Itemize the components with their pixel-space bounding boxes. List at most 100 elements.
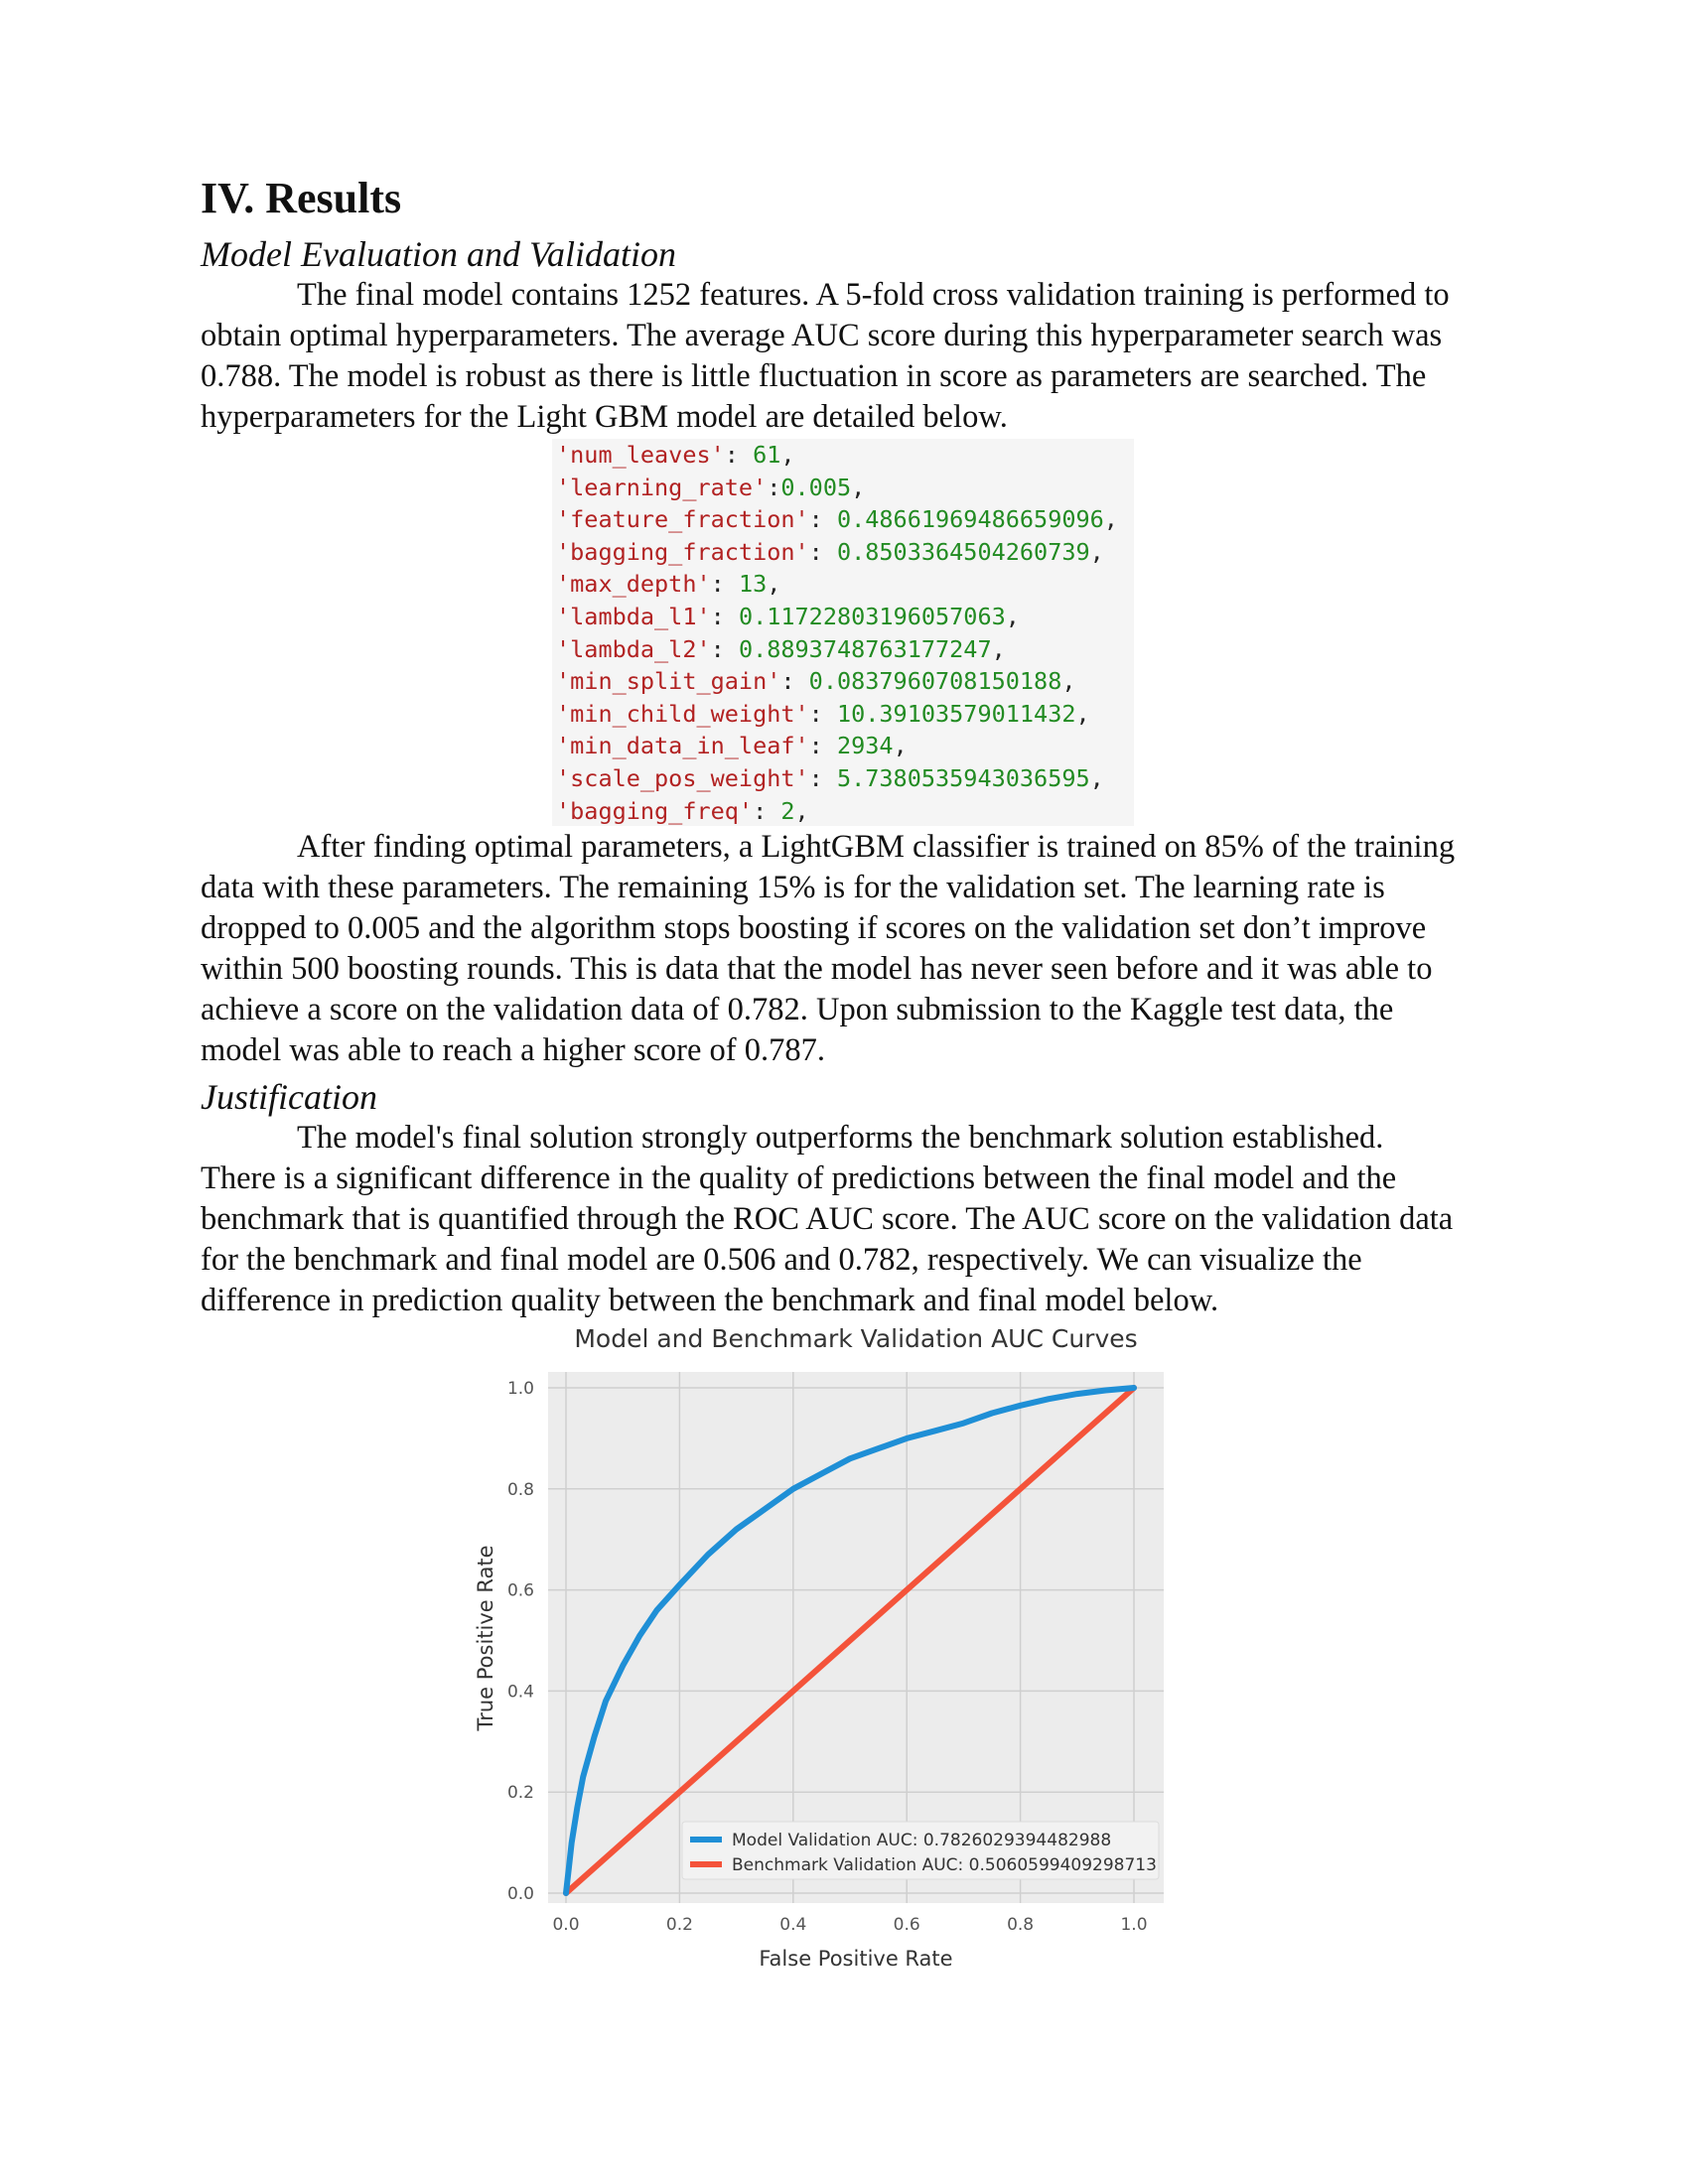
code-value: 0.48661969486659096 [836,505,1104,534]
text-line: 0.788. The model is robust as there is l… [201,358,1427,394]
code-separator: : [710,634,739,663]
code-comma: , [893,732,908,760]
auc-chart: Model and Benchmark Validation AUC Curve… [474,1324,1164,1971]
code-value: 2 [780,796,795,825]
code-key: 'min_data_in_leaf' [556,732,809,760]
section-title: IV. Results [201,174,402,222]
code-value: 2934 [836,732,894,760]
code-value: 13 [738,570,768,599]
y-axis-label: True Positive Rate [474,1545,497,1731]
benchmark-curve [563,1385,1137,1896]
code-comma: , [767,570,781,599]
chart-title: Model and Benchmark Validation AUC Curve… [574,1324,1137,1353]
code-separator: : [710,602,739,630]
text-line: achieve a score on the validation data o… [201,992,1394,1027]
y-tick-label: 0.4 [507,1682,534,1702]
code-value: 61 [753,441,781,469]
text-line: obtain optimal hyperparameters. The aver… [201,318,1443,353]
text-line: model was able to reach a higher score o… [201,1032,826,1068]
code-line: 'lambda_l1': 0.11722803196057063, [552,601,1134,633]
text-line: The final model contains 1252 features. … [297,277,1450,313]
text-line: dropped to 0.005 and the algorithm stops… [201,910,1427,946]
text-line: within 500 boosting rounds. This is data… [201,951,1433,987]
code-separator: : [808,505,837,534]
code-key: 'max_depth' [556,570,711,599]
y-tick-label: 0.0 [507,1884,534,1904]
code-line: 'num_leaves': 61, [552,439,1134,472]
code-separator: : [780,667,809,696]
model-curve [563,1385,1137,1896]
code-comma: , [1005,602,1020,630]
code-separator: : [808,732,837,760]
code-key: 'min_split_gain' [556,667,781,696]
code-value: 5.7380535943036595 [836,763,1090,792]
code-comma: , [991,634,1006,663]
x-axis-label: False Positive Rate [759,1947,952,1971]
text-line: The model's final solution strongly outp… [297,1120,1384,1156]
text-line: There is a significant difference in the… [201,1160,1397,1196]
code-value: 0.0837960708150188 [808,667,1062,696]
code-value: 0.8503364504260739 [836,537,1090,566]
code-key: 'bagging_fraction' [556,537,809,566]
code-comma: , [851,473,866,501]
code-line: 'bagging_freq': 2, [552,795,1134,828]
x-tick-label: 0.8 [1007,1915,1034,1935]
code-comma: , [1089,537,1104,566]
code-comma: , [1089,763,1104,792]
text-line: data with these parameters. The remainin… [201,870,1385,905]
x-tick-label: 0.0 [552,1915,579,1935]
paragraph-model-intro: The final model contains 1252 features. … [201,275,1450,438]
code-key: 'lambda_l1' [556,602,711,630]
code-comma: , [1075,699,1090,728]
code-separator: : [724,441,754,469]
text-line: difference in prediction quality between… [201,1283,1219,1318]
code-comma: , [780,441,795,469]
y-tick-label: 0.8 [507,1480,534,1500]
code-comma: , [1061,667,1076,696]
subsection-heading-model-evaluation: Model Evaluation and Validation [201,234,676,274]
legend-label: Benchmark Validation AUC: 0.506059940929… [732,1855,1157,1875]
code-value: 0.005 [780,473,852,501]
code-separator: : [710,570,739,599]
hyperparameter-code-block: 'num_leaves': 61,'learning_rate':0.005, '… [552,439,1134,826]
code-key: 'lambda_l2' [556,634,711,663]
y-tick-label: 1.0 [507,1379,534,1399]
text-line: After finding optimal parameters, a Ligh… [297,829,1456,865]
code-key: 'feature_fraction' [556,505,809,534]
code-key: 'bagging_freq' [556,796,754,825]
x-tick-label: 0.6 [894,1915,920,1935]
code-value: 0.8893748763177247 [738,634,992,663]
code-comma: , [1103,505,1118,534]
code-key: 'learning_rate' [556,473,768,501]
subsection-heading-justification: Justification [201,1077,377,1117]
code-key: 'scale_pos_weight' [556,763,809,792]
x-tick-label: 0.4 [779,1915,806,1935]
code-line: 'min_split_gain': 0.0837960708150188, [552,665,1134,698]
text-line: benchmark that is quantified through the… [201,1201,1454,1237]
x-tick-label: 0.2 [666,1915,693,1935]
code-line: 'learning_rate':0.005, [552,472,1134,504]
code-line: 'min_child_weight': 10.39103579011432, [552,698,1134,731]
code-line: 'scale_pos_weight': 5.7380535943036595, [552,762,1134,795]
code-separator: : [808,537,837,566]
code-comma: , [794,796,809,825]
paragraph-training-details: After finding optimal parameters, a Ligh… [201,827,1455,1071]
text-line: hyperparameters for the Light GBM model … [201,399,1008,435]
code-separator: : [753,796,781,825]
code-value: 0.11722803196057063 [738,602,1006,630]
code-line: 'lambda_l2': 0.8893748763177247, [552,633,1134,666]
legend-box [681,1821,1160,1880]
code-line: 'feature_fraction': 0.48661969486659096, [552,503,1134,536]
code-key: 'num_leaves' [556,441,725,469]
code-line: 'bagging_fraction': 0.8503364504260739, [552,536,1134,569]
y-tick-label: 0.6 [507,1581,534,1601]
code-key: 'min_child_weight' [556,699,809,728]
code-value: 10.39103579011432 [836,699,1076,728]
legend-label: Model Validation AUC: 0.7826029394482988 [732,1831,1111,1850]
code-separator: : [767,473,781,501]
code-line: 'max_depth': 13, [552,568,1134,601]
code-line: 'min_data_in_leaf': 2934, [552,730,1134,762]
code-separator: : [808,763,837,792]
x-tick-label: 1.0 [1120,1915,1147,1935]
paragraph-justification: The model's final solution strongly outp… [201,1118,1453,1321]
